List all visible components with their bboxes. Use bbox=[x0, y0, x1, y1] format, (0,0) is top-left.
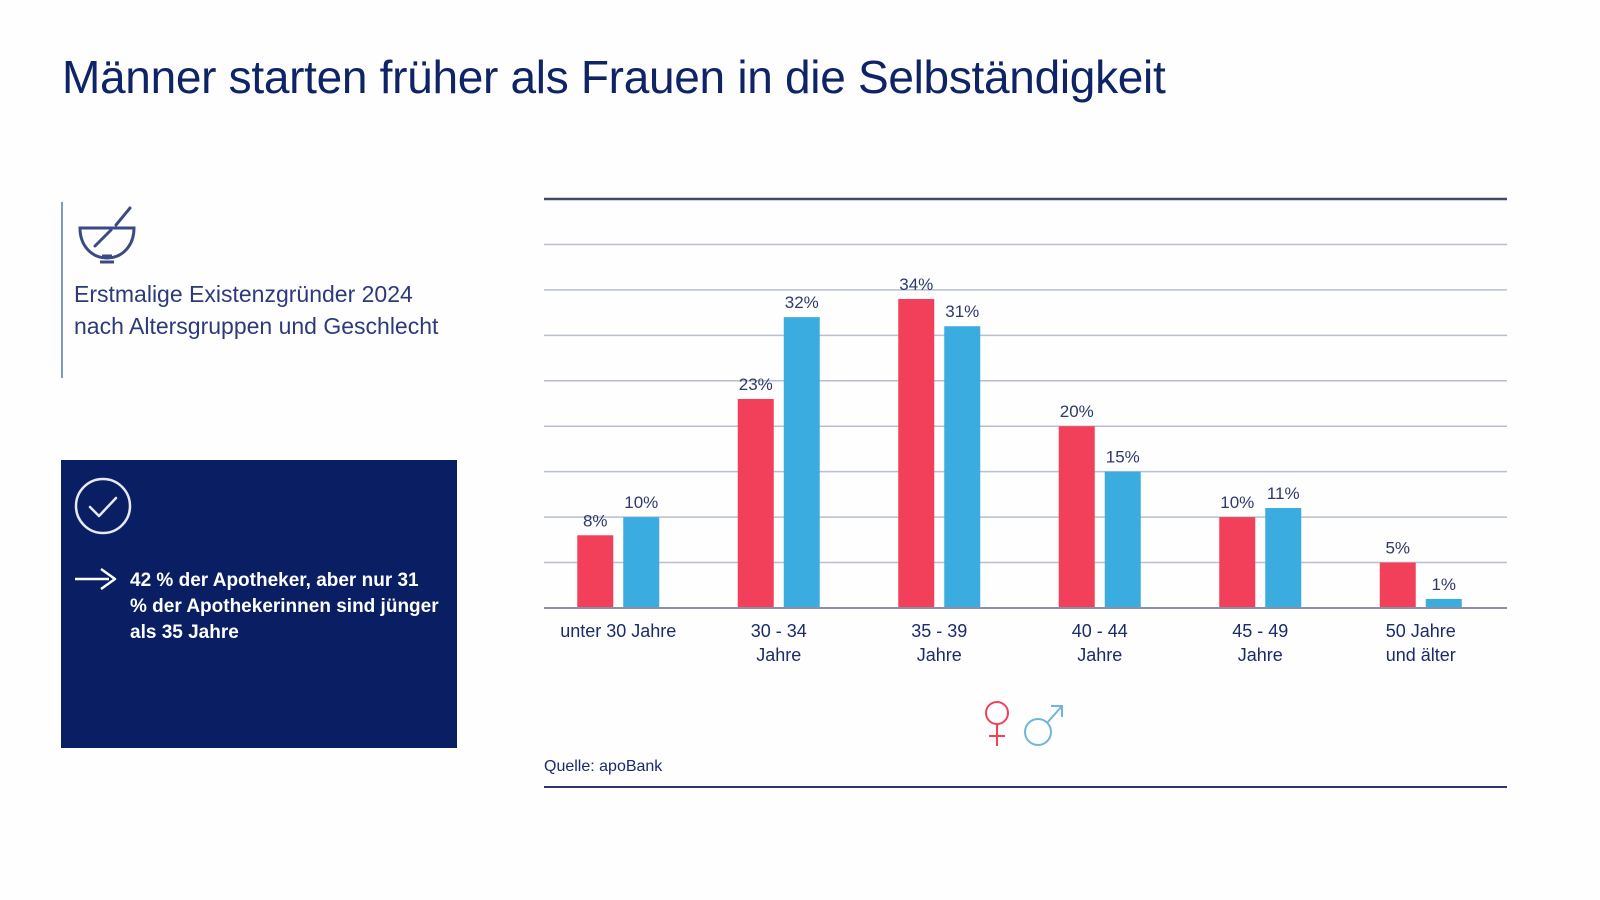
x-tick-label: Jahre bbox=[917, 645, 962, 665]
description-line: Erstmalige Existenzgründer 2024 bbox=[74, 281, 413, 307]
bar-female bbox=[1379, 562, 1416, 608]
data-label: 5% bbox=[1385, 539, 1410, 558]
bar-female bbox=[1219, 517, 1256, 608]
data-label: 15% bbox=[1106, 448, 1140, 467]
bar-female bbox=[737, 398, 774, 608]
bar-female bbox=[898, 298, 935, 608]
bar-male bbox=[1104, 471, 1141, 608]
bar-male bbox=[944, 326, 981, 608]
x-tick-label: Jahre bbox=[1238, 645, 1283, 665]
footer-divider bbox=[544, 786, 1507, 788]
female-symbol-icon bbox=[985, 701, 1009, 746]
x-tick-label: 30 - 34 bbox=[751, 621, 807, 641]
chart-description: Erstmalige Existenzgründer 2024 nach Alt… bbox=[74, 278, 514, 342]
bar-female bbox=[577, 535, 614, 608]
data-label: 8% bbox=[583, 511, 608, 530]
x-tick-label: 40 - 44 bbox=[1072, 621, 1128, 641]
x-tick-label: 50 Jahre bbox=[1386, 621, 1456, 641]
x-tick-label: Jahre bbox=[756, 645, 801, 665]
bar-female bbox=[1058, 426, 1095, 608]
data-label: 31% bbox=[945, 302, 979, 321]
data-label: 11% bbox=[1267, 484, 1300, 503]
source-note: Quelle: apoBank bbox=[544, 758, 663, 775]
bar-male bbox=[783, 317, 820, 608]
data-label: 32% bbox=[785, 293, 819, 312]
x-tick-label: unter 30 Jahre bbox=[560, 621, 676, 641]
mortar-pestle-icon bbox=[76, 202, 138, 273]
arrow-right-icon bbox=[73, 566, 119, 601]
highlight-text: 42 % der Apotheker, aber nur 31 % der Ap… bbox=[130, 570, 439, 643]
x-tick-label: Jahre bbox=[1077, 645, 1122, 665]
chart-description-panel: Erstmalige Existenzgründer 2024 nach Alt… bbox=[61, 202, 438, 378]
data-label: 20% bbox=[1060, 402, 1094, 421]
data-label: 10% bbox=[624, 493, 658, 512]
data-label: 10% bbox=[1220, 493, 1254, 512]
bar-male bbox=[1265, 508, 1302, 608]
highlight-box: 42 % der Apotheker, aber nur 31 % der Ap… bbox=[61, 460, 457, 748]
legend bbox=[980, 698, 1070, 755]
page-title: Männer starten früher als Frauen in die … bbox=[62, 51, 1166, 103]
male-symbol-icon bbox=[1024, 705, 1063, 746]
x-tick-label: 45 - 49 bbox=[1232, 621, 1288, 641]
x-tick-label: und älter bbox=[1386, 645, 1456, 665]
data-label: 23% bbox=[739, 375, 773, 394]
check-circle-icon bbox=[73, 476, 133, 541]
data-label: 1% bbox=[1431, 575, 1456, 594]
bar-male bbox=[1425, 598, 1462, 608]
x-tick-label: 35 - 39 bbox=[911, 621, 967, 641]
data-label: 34% bbox=[899, 275, 933, 294]
bar-male bbox=[623, 517, 660, 608]
description-line: nach Altersgruppen und Geschlecht bbox=[74, 313, 439, 339]
